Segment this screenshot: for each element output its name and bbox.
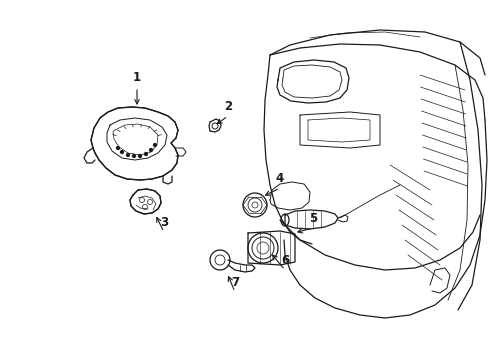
Polygon shape — [91, 107, 178, 180]
Circle shape — [132, 154, 135, 158]
Circle shape — [138, 154, 141, 158]
Circle shape — [116, 147, 119, 149]
Text: 2: 2 — [224, 100, 232, 113]
Circle shape — [149, 148, 152, 152]
Circle shape — [120, 150, 123, 153]
Text: 3: 3 — [160, 216, 168, 229]
Circle shape — [126, 153, 129, 157]
Text: 4: 4 — [275, 172, 284, 185]
Text: 7: 7 — [230, 276, 239, 289]
Circle shape — [144, 153, 147, 156]
Text: 1: 1 — [133, 71, 141, 84]
Polygon shape — [130, 189, 161, 214]
Text: 6: 6 — [280, 254, 288, 267]
Circle shape — [153, 144, 156, 147]
Text: 5: 5 — [308, 212, 317, 225]
